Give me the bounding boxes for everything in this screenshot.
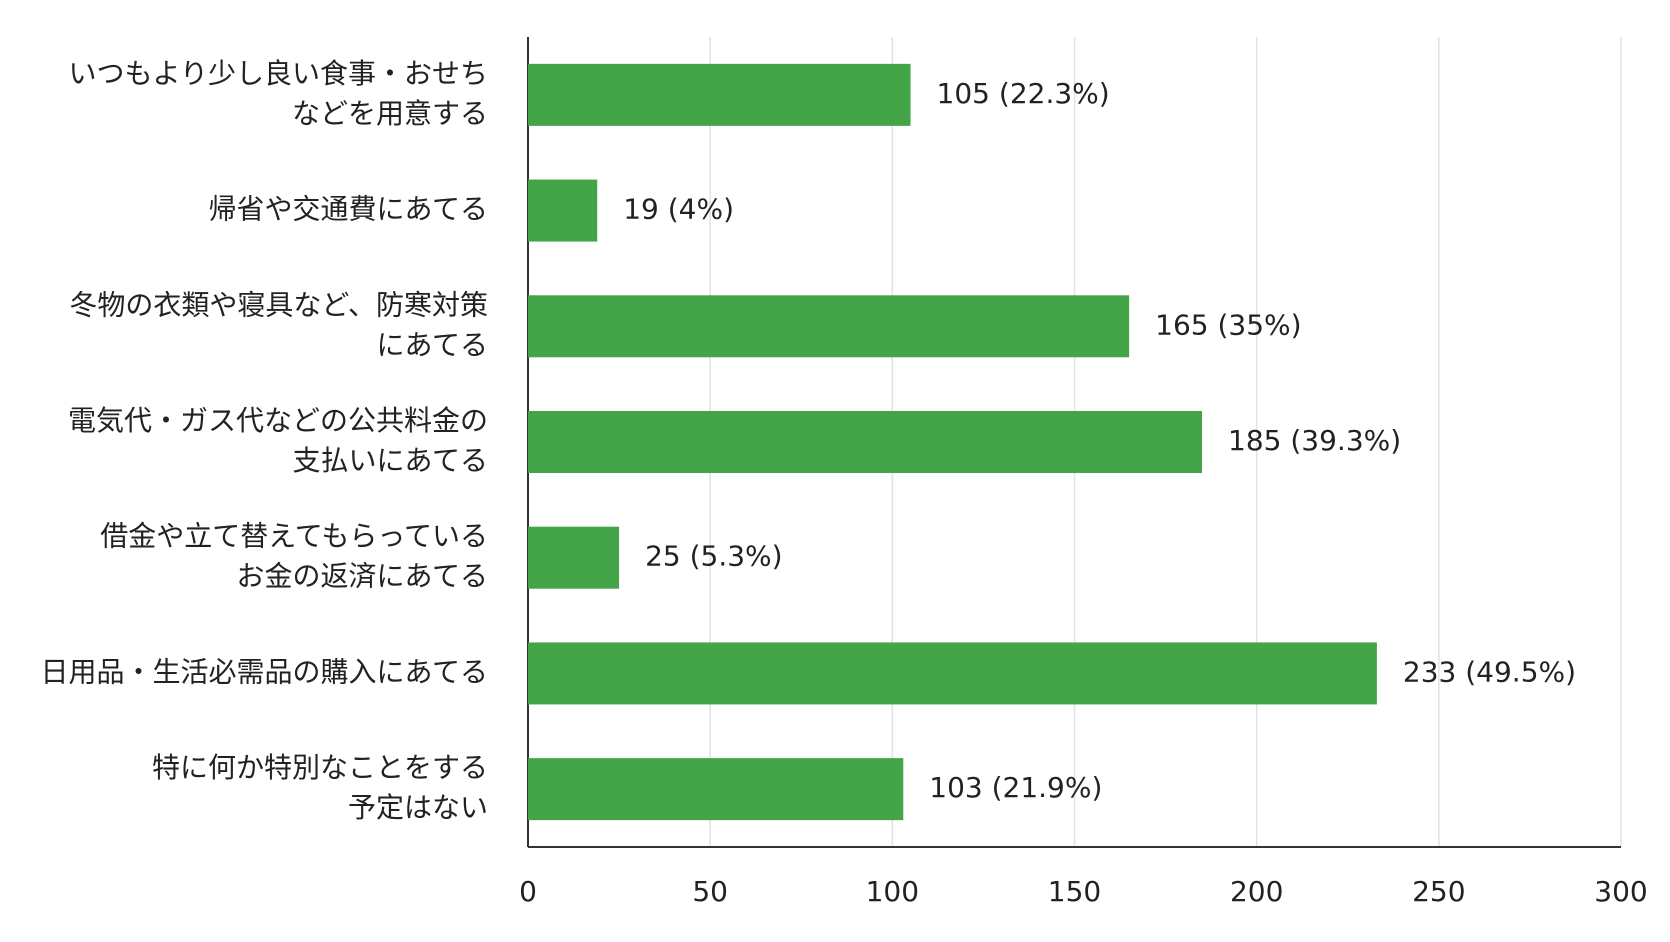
y-tick-label: 借金や立て替えてもらっているお金の返済にあてる [100,520,488,593]
bar [528,63,911,126]
x-tick-label: 150 [1048,875,1101,908]
value-label: 105 (22.3%) [937,77,1110,110]
bar [528,526,620,589]
y-tick-label: いつもより少し良い食事・おせちなどを用意する [69,57,488,130]
value-label: 233 (49.5%) [1403,655,1576,688]
x-tick-label: 300 [1594,875,1647,908]
value-label: 25 (5.3%) [645,540,783,573]
bar [528,642,1377,705]
bar [528,179,598,242]
y-tick-label: 帰省や交通費にあてる [209,193,488,226]
x-tick-label: 250 [1412,875,1465,908]
y-tick-label: 冬物の衣類や寝具など、防寒対策にあてる [69,288,488,361]
x-tick-label: 50 [692,875,728,908]
value-label: 165 (35%) [1155,308,1301,341]
x-tick-label: 100 [866,875,919,908]
value-label: 19 (4%) [623,193,734,226]
value-label: 185 (39.3%) [1228,424,1401,457]
y-tick-label: 電気代・ガス代などの公共料金の支払いにあてる [68,404,488,477]
y-tick-label: 特に何か特別なことをする予定はない [152,751,488,824]
bar [528,758,904,821]
bar [528,411,1203,473]
y-tick-label: 日用品・生活必需品の購入にあてる [41,655,488,688]
x-tick-label: 0 [519,875,537,908]
bar [528,295,1130,358]
value-label: 103 (21.9%) [929,771,1102,804]
x-tick-label: 200 [1230,875,1283,908]
